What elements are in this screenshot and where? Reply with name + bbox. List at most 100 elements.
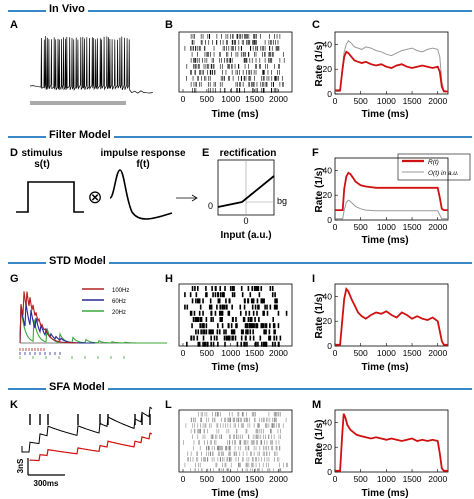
raster-b: 0 500 1000 1500 2000 Time (ms): [178, 31, 293, 120]
x-tick-label: 2000: [428, 348, 447, 358]
x-tick-label: 2000: [269, 474, 288, 484]
x-tick-label: 500: [200, 348, 214, 358]
std-trace-60hz: [19, 302, 95, 344]
panel-label-d: D: [10, 147, 18, 159]
rate-chart-m: Time (ms) Rate (1/s) 0 20 40 0 500 1000 1500 20…: [314, 409, 449, 499]
chart-y-label: Rate (1/s): [314, 41, 325, 86]
x-tick-label: 1500: [403, 348, 422, 358]
chart-x-label: Time (ms): [361, 235, 408, 246]
panel-label-g: G: [10, 273, 19, 285]
raster-l: 0 500 1000 1500 2000 Time (ms): [178, 409, 293, 499]
panel-label-e: E: [202, 147, 210, 159]
section-line-invivo: [8, 10, 472, 12]
y-tick-label: 40: [323, 165, 333, 175]
chart-x-label: Time (ms): [361, 362, 408, 373]
x-tick-label: 500: [200, 474, 214, 484]
rate-chart-i: Time (ms) Rate (1/s) 0 20 40 0 500 1000 1500 20…: [314, 283, 449, 373]
x-tick-label: 1000: [221, 474, 240, 484]
std-trace-100hz: [19, 291, 77, 344]
chart-frame: [334, 409, 449, 473]
scale-bar-y-label: 3nS: [16, 458, 25, 473]
series-line-0: [335, 287, 448, 346]
x-tick-label: 2000: [269, 94, 288, 104]
series-line-0: [335, 413, 448, 472]
raster-frame: [178, 31, 293, 93]
x-tick-label: 0: [333, 348, 338, 358]
rectification-panel: rectification 0 bg 0 Input (a.u.): [208, 148, 287, 241]
rectification-x-label: Input (a.u.): [220, 230, 271, 241]
panel-label-f: F: [312, 147, 319, 159]
x-tick-label: 500: [354, 474, 368, 484]
y-tick-label: 0: [327, 215, 332, 225]
rectification-label: rectification: [220, 148, 277, 159]
x-tick-label: 1000: [377, 474, 396, 484]
panel-label-c: C: [312, 19, 320, 31]
chart-y-label: Rate (1/s): [314, 293, 325, 338]
chart-frame: [334, 283, 449, 347]
voltage-trace-panel: [29, 35, 153, 105]
section-title-filter: Filter Model: [46, 129, 114, 141]
raster-x-label: Time (ms): [211, 109, 258, 120]
stimulus-label: stimulus: [21, 148, 63, 159]
rectification-zero-label: 0: [208, 201, 213, 211]
y-tick-label: 40: [323, 291, 333, 301]
legend-label-ot: O(t) in a.u.: [428, 170, 459, 177]
raster-h: 0 500 1000 1500 2000 Time (ms): [178, 283, 293, 373]
panel-label-m: M: [312, 399, 322, 411]
x-tick-label: 0: [333, 96, 338, 106]
x-tick-label: 2000: [269, 348, 288, 358]
panel-label-l: L: [165, 399, 172, 411]
y-tick-label: 40: [323, 39, 333, 49]
voltage-trace: [29, 35, 153, 94]
raster-spikes: [184, 286, 288, 347]
arrow-head: [191, 194, 198, 202]
sfa-panel: 3nS 300ms: [16, 406, 153, 488]
std-stimulus-ticks: [19, 348, 125, 359]
x-tick-label: 1000: [377, 96, 396, 106]
panel-label-k: K: [10, 399, 18, 411]
rectification-bg-label: bg: [277, 196, 287, 206]
rate-chart-f: Time (ms) Rate (1/s) R(t) O(t) in a.u. 0…: [314, 153, 471, 246]
x-tick-label: 500: [354, 348, 368, 358]
y-tick-label: 20: [323, 64, 333, 74]
x-tick-label: 2000: [428, 96, 447, 106]
x-tick-label: 1500: [403, 96, 422, 106]
impulse-label: impulse response: [100, 148, 185, 159]
impulse-formula: f(t): [136, 159, 149, 170]
y-tick-label: 0: [327, 89, 332, 99]
legend-label-100hz: 100Hz: [112, 288, 129, 294]
raster-x-label: Time (ms): [211, 362, 258, 373]
chart-frame: [334, 31, 449, 95]
panel-label-a: A: [10, 19, 18, 31]
section-line-std: [8, 262, 472, 264]
chart-frame: [334, 157, 449, 221]
x-tick-label: 0: [181, 348, 186, 358]
x-tick-label: 2000: [428, 474, 447, 484]
x-tick-label: 1500: [245, 94, 264, 104]
panel-label-b: B: [165, 19, 173, 31]
convolution-symbol: ⊗: [87, 187, 102, 207]
raster-spikes: [184, 34, 285, 93]
x-tick-label: 0: [181, 474, 186, 484]
scale-bar-x-label: 300ms: [34, 479, 59, 488]
section-title-std: STD Model: [46, 255, 109, 267]
chart-y-label: Rate (1/s): [314, 419, 325, 464]
x-tick-label: 1500: [403, 222, 422, 232]
x-tick-label: 1500: [245, 348, 264, 358]
panel-label-h: H: [165, 273, 173, 285]
chart-x-label: Time (ms): [361, 109, 408, 120]
stimulus-formula: s(t): [34, 159, 50, 170]
std-traces-panel: 100Hz 60Hz 20Hz: [19, 288, 167, 359]
x-tick-label: 0: [333, 222, 338, 232]
section-line-sfa: [8, 388, 472, 390]
x-tick-label: 1500: [403, 474, 422, 484]
legend-label-rt: R(t): [428, 159, 439, 166]
legend-label-60hz: 60Hz: [112, 299, 126, 305]
raster-spikes: [183, 412, 288, 473]
filter-diagram: stimulus s(t) ⊗ impulse response f(t): [16, 148, 198, 220]
series-line-1: [335, 50, 448, 93]
raster-x-axis: 0 500 1000 1500 2000: [181, 89, 288, 104]
x-tick-label: 1500: [245, 474, 264, 484]
x-tick-label: 1000: [377, 222, 396, 232]
